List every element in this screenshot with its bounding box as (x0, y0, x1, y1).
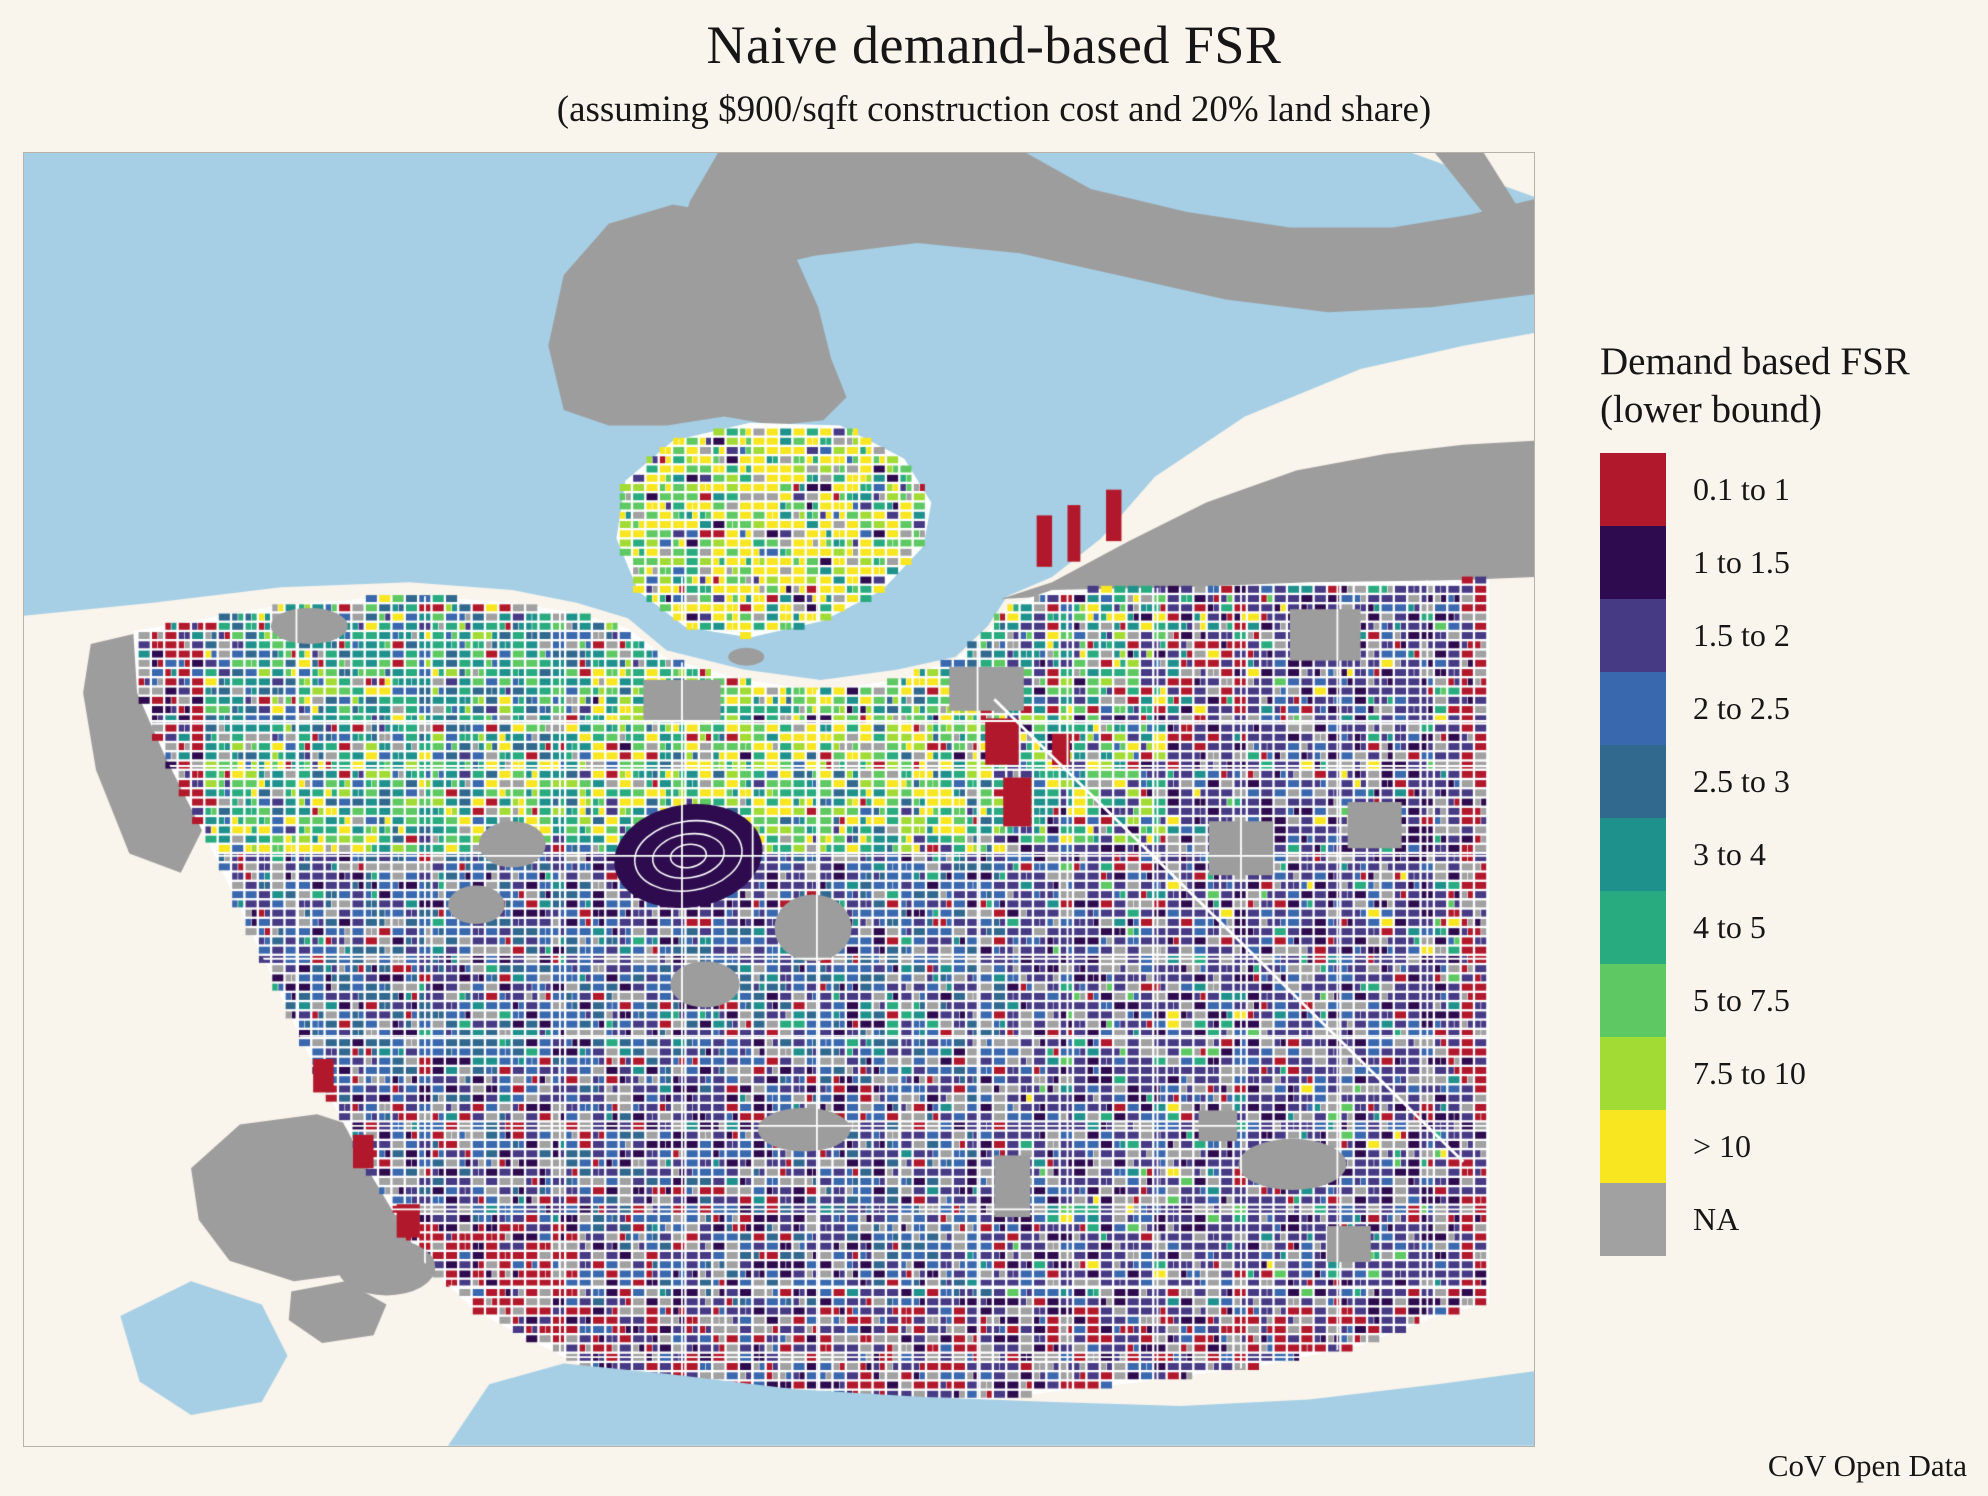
legend-swatch (1600, 1182, 1666, 1256)
legend-items: 0.1 to 1 1 to 1.5 1.5 to 2 2 to 2.5 2.5 to 3… (1600, 452, 1980, 1256)
legend-title-line2: (lower bound) (1600, 388, 1823, 432)
legend-item-label: > 10 (1693, 1127, 1752, 1164)
legend-swatch (1600, 452, 1666, 526)
legend-item-label: 2.5 to 3 (1693, 762, 1790, 799)
legend-item-label: 2 to 2.5 (1693, 689, 1790, 726)
legend-item-label: 4 to 5 (1693, 908, 1766, 945)
legend-item-2-to-2.5: 2 to 2.5 (1600, 671, 1980, 745)
legend-item-2.5-to-3: 2.5 to 3 (1600, 744, 1980, 818)
legend-swatch (1600, 890, 1666, 964)
legend-item-na: NA (1600, 1182, 1980, 1256)
map-panel (23, 152, 1535, 1447)
legend-item-1-to-1.5: 1 to 1.5 (1600, 525, 1980, 599)
legend-item-3-to-4: 3 to 4 (1600, 817, 1980, 891)
legend-swatch (1600, 817, 1666, 891)
legend-item-4-to-5: 4 to 5 (1600, 890, 1980, 964)
legend-item-7.5-to-10: 7.5 to 10 (1600, 1036, 1980, 1110)
figure-subtitle: (assuming $900/sqft construction cost an… (556, 89, 1432, 130)
legend-swatch (1600, 963, 1666, 1037)
figure-title: Naive demand-based FSR (706, 15, 1282, 75)
legend-swatch (1600, 671, 1666, 745)
legend-item-label: NA (1693, 1200, 1740, 1237)
legend-item-1.5-to-2: 1.5 to 2 (1600, 598, 1980, 672)
legend-swatch (1600, 598, 1666, 672)
legend-swatch (1600, 744, 1666, 818)
legend-item-label: 7.5 to 10 (1693, 1054, 1806, 1091)
source-caption: CoV Open Data (1767, 1448, 1967, 1483)
legend-item-5-to-7.5: 5 to 7.5 (1600, 963, 1980, 1037)
legend: Demand based FSR (lower bound) 0.1 to 1 1… (1600, 338, 1980, 1256)
legend-item-label: 1 to 1.5 (1693, 543, 1790, 580)
legend-swatch (1600, 1109, 1666, 1183)
legend-item-label: 1.5 to 2 (1693, 616, 1790, 653)
legend-swatch (1600, 1036, 1666, 1110)
legend-item-0.1-to-1: 0.1 to 1 (1600, 452, 1980, 526)
legend-item--10: > 10 (1600, 1109, 1980, 1183)
legend-item-label: 0.1 to 1 (1693, 470, 1790, 507)
legend-swatch (1600, 525, 1666, 599)
legend-title: Demand based FSR (lower bound) (1600, 338, 1980, 435)
vancouver-fsr-choropleth-map (24, 153, 1534, 1446)
legend-item-label: 5 to 7.5 (1693, 981, 1790, 1018)
legend-item-label: 3 to 4 (1693, 835, 1766, 872)
legend-title-line1: Demand based FSR (1600, 340, 1910, 383)
